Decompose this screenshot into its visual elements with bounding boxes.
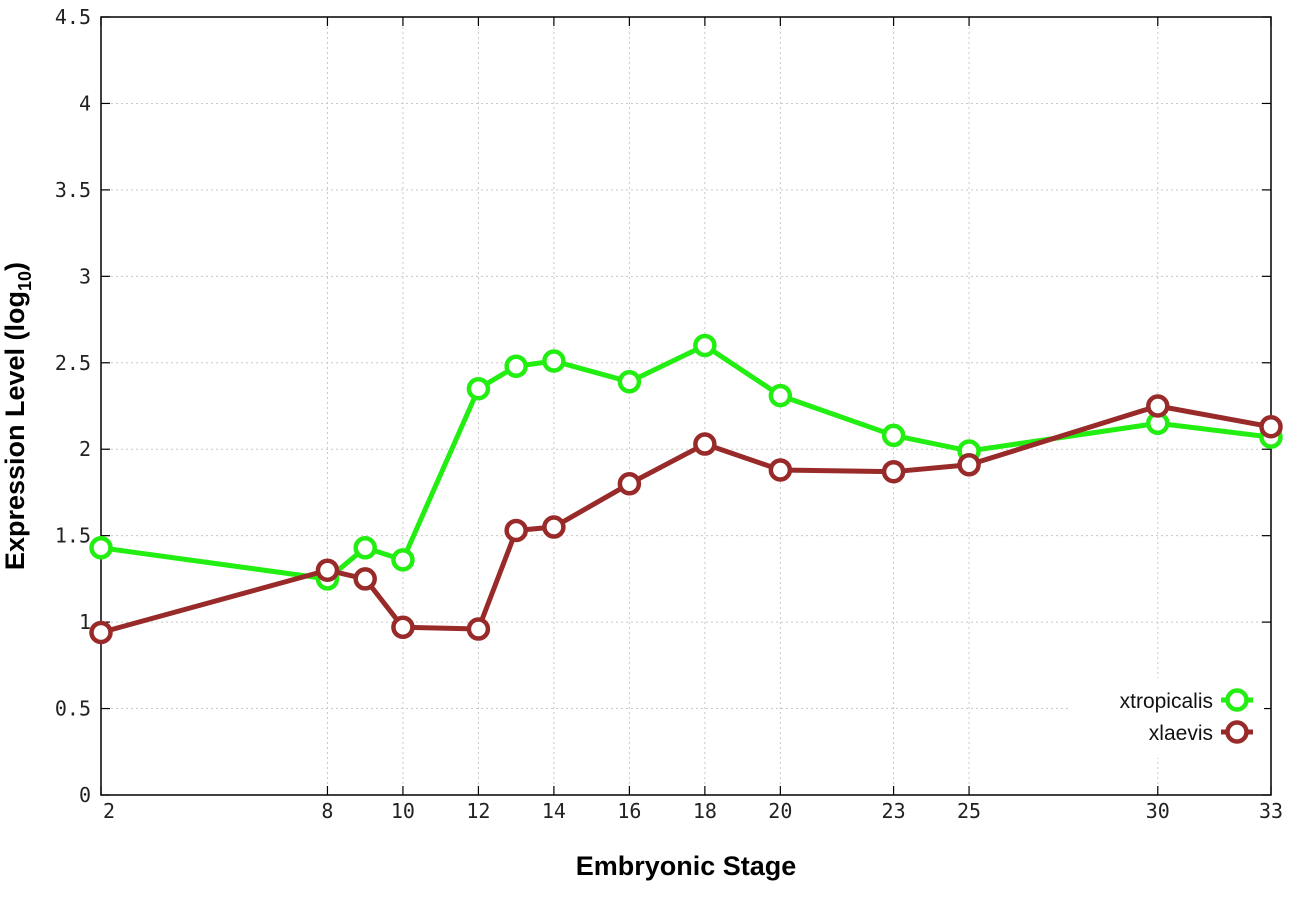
x-tick-label: 18	[693, 799, 717, 823]
x-tick-label: 14	[542, 799, 566, 823]
x-tick-label: 12	[466, 799, 490, 823]
x-tick-label: 33	[1259, 799, 1283, 823]
data-point	[89, 536, 113, 560]
data-point	[466, 617, 491, 641]
x-tick-label: 25	[957, 799, 981, 823]
data-point	[1259, 414, 1283, 439]
y-tick-label: 2	[79, 437, 91, 461]
data-point	[693, 432, 717, 456]
series-xtropicalis	[89, 333, 1283, 591]
data-point	[542, 349, 566, 373]
data-point	[957, 453, 981, 477]
x-tick-label: 2	[103, 799, 115, 823]
y-axis-ticks: 0 0.5 1 1.5 2 2.5 3 3.5 4 4.5	[55, 5, 1271, 807]
series-xlaevis	[89, 394, 1283, 645]
legend-swatch-marker	[1225, 720, 1249, 744]
y-axis-title-close: )	[0, 262, 30, 271]
y-tick-label: 4.5	[55, 5, 91, 29]
series-line	[100, 342, 1272, 582]
x-tick-label: 20	[768, 799, 792, 823]
data-point	[768, 383, 793, 408]
data-point	[466, 376, 491, 401]
series-line	[100, 403, 1272, 635]
data-point	[504, 354, 528, 378]
y-tick-label: 0.5	[55, 697, 91, 721]
y-tick-label: 1	[79, 610, 91, 634]
grid	[101, 17, 1271, 795]
data-point	[353, 567, 377, 591]
legend: xtropicalis xlaevis	[1068, 678, 1264, 758]
y-tick-label: 1.5	[55, 524, 91, 548]
data-point	[542, 515, 566, 539]
x-tick-label: 16	[617, 799, 641, 823]
data-point	[881, 423, 906, 448]
data-point	[617, 370, 642, 394]
x-tick-label: 10	[391, 799, 415, 823]
legend-label: xlaevis	[1149, 722, 1213, 745]
y-axis-title: Expression Level (log10)	[0, 262, 35, 570]
plot-frame	[100, 16, 1272, 796]
y-tick-label: 0	[79, 783, 91, 807]
x-axis-ticks: 2 8 10 12 14 16 18 20 23 25 30 33	[100, 17, 1283, 823]
legend-swatch-marker	[1225, 688, 1249, 712]
x-tick-label: 30	[1146, 799, 1170, 823]
y-tick-label: 3	[79, 264, 91, 288]
data-point	[315, 558, 340, 582]
data-point	[617, 472, 642, 496]
y-tick-label: 2.5	[55, 351, 91, 375]
y-axis-title-main: Expression Level (log	[0, 291, 30, 570]
data-point	[693, 333, 717, 358]
x-tick-label: 23	[882, 799, 906, 823]
y-tick-label: 3.5	[55, 178, 91, 202]
x-tick-label: 8	[321, 799, 333, 823]
y-tick-label: 4	[79, 91, 91, 115]
series-group	[89, 333, 1283, 645]
y-axis-title-subscript: 10	[15, 271, 35, 291]
data-point	[1146, 394, 1170, 418]
data-point	[353, 536, 377, 560]
data-point	[391, 615, 415, 640]
x-axis-title: Embryonic Stage	[576, 851, 797, 881]
data-point	[89, 620, 113, 645]
data-point	[768, 458, 793, 482]
data-point	[504, 518, 528, 543]
data-point	[391, 548, 415, 572]
data-point	[881, 459, 906, 484]
legend-label: xtropicalis	[1120, 690, 1213, 713]
